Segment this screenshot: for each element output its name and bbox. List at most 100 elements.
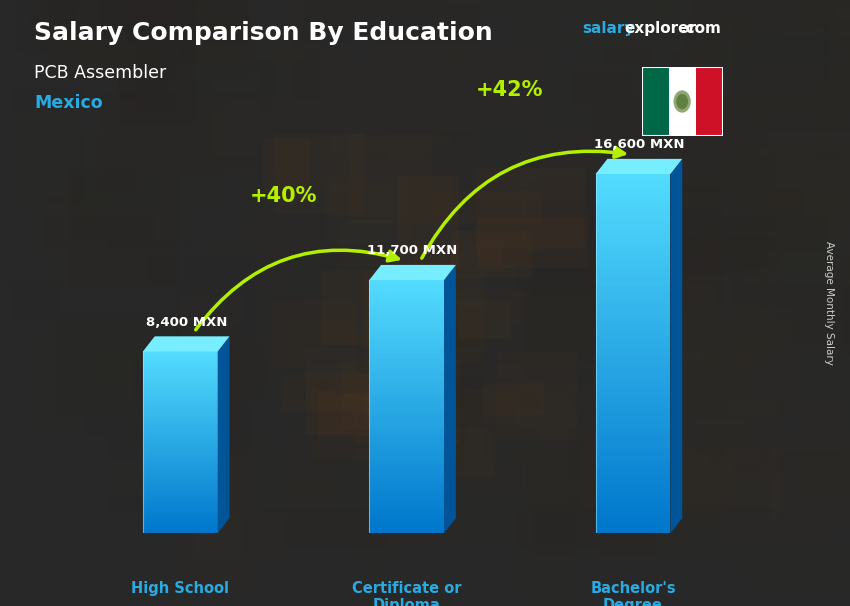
- Text: Bachelor's
Degree: Bachelor's Degree: [590, 581, 676, 606]
- Bar: [692, 342, 755, 435]
- Bar: [695, 67, 722, 136]
- Bar: [364, 0, 570, 20]
- Bar: [477, 218, 587, 268]
- Bar: [592, 307, 792, 426]
- Bar: [596, 529, 671, 533]
- Bar: [143, 363, 218, 365]
- Bar: [320, 270, 437, 345]
- Bar: [525, 451, 582, 545]
- Bar: [596, 241, 671, 246]
- Bar: [369, 445, 444, 448]
- Bar: [143, 401, 218, 404]
- Bar: [596, 313, 671, 318]
- Bar: [369, 404, 444, 407]
- Bar: [669, 67, 695, 136]
- Text: PCB Assembler: PCB Assembler: [34, 64, 167, 82]
- Bar: [376, 27, 478, 68]
- Bar: [143, 388, 218, 390]
- Bar: [369, 467, 444, 470]
- Bar: [663, 276, 715, 394]
- Bar: [369, 362, 444, 365]
- Polygon shape: [596, 159, 683, 174]
- Polygon shape: [444, 265, 456, 533]
- Bar: [143, 494, 218, 497]
- Bar: [590, 215, 675, 277]
- Bar: [837, 0, 850, 98]
- Bar: [582, 402, 779, 507]
- Bar: [143, 385, 218, 388]
- Bar: [143, 485, 218, 488]
- Bar: [677, 98, 850, 207]
- Bar: [609, 156, 655, 207]
- Bar: [596, 228, 671, 232]
- Bar: [596, 187, 671, 192]
- Bar: [369, 368, 444, 372]
- Bar: [502, 304, 554, 364]
- Bar: [596, 318, 671, 322]
- Bar: [256, 94, 309, 177]
- Bar: [303, 0, 448, 8]
- Bar: [663, 462, 835, 541]
- Bar: [77, 32, 166, 75]
- Bar: [369, 293, 444, 296]
- Bar: [679, 101, 768, 185]
- Bar: [596, 466, 671, 470]
- Bar: [743, 153, 850, 244]
- Bar: [369, 492, 444, 495]
- Bar: [369, 530, 444, 533]
- Bar: [143, 481, 218, 484]
- Bar: [263, 138, 310, 201]
- Bar: [369, 372, 444, 375]
- Bar: [369, 489, 444, 492]
- Bar: [596, 196, 671, 201]
- Bar: [660, 155, 775, 268]
- Bar: [143, 522, 218, 524]
- Bar: [143, 479, 218, 481]
- Bar: [596, 308, 671, 313]
- Bar: [596, 201, 671, 205]
- Bar: [458, 301, 511, 339]
- Bar: [467, 136, 620, 187]
- Bar: [596, 259, 671, 264]
- Bar: [369, 401, 444, 404]
- Text: Salary Comparison By Education: Salary Comparison By Education: [34, 21, 493, 45]
- Bar: [143, 433, 218, 436]
- Bar: [642, 181, 804, 230]
- Bar: [534, 442, 725, 556]
- Text: 16,600 MXN: 16,600 MXN: [593, 138, 684, 152]
- Bar: [143, 474, 218, 476]
- Bar: [465, 393, 672, 494]
- Bar: [48, 0, 229, 82]
- Bar: [397, 176, 458, 267]
- Bar: [143, 436, 218, 438]
- Bar: [790, 213, 850, 268]
- Bar: [143, 428, 218, 431]
- Bar: [369, 311, 444, 315]
- Bar: [600, 437, 657, 557]
- Bar: [388, 53, 464, 130]
- Bar: [369, 347, 444, 350]
- Bar: [596, 520, 671, 524]
- Bar: [143, 524, 218, 527]
- Bar: [842, 255, 850, 356]
- Bar: [275, 134, 365, 214]
- Bar: [369, 518, 444, 521]
- Bar: [535, 97, 654, 184]
- Bar: [652, 275, 776, 362]
- Text: 11,700 MXN: 11,700 MXN: [367, 244, 457, 258]
- Bar: [369, 283, 444, 287]
- Text: .com: .com: [680, 21, 721, 36]
- Bar: [197, 0, 305, 61]
- Bar: [143, 451, 218, 454]
- Bar: [596, 515, 671, 520]
- Polygon shape: [218, 336, 230, 533]
- Bar: [120, 0, 175, 120]
- Bar: [143, 370, 218, 372]
- Bar: [695, 8, 739, 84]
- Bar: [143, 472, 218, 474]
- Bar: [304, 449, 494, 536]
- Bar: [80, 331, 167, 383]
- Bar: [290, 427, 490, 538]
- Bar: [369, 464, 444, 467]
- Bar: [596, 336, 671, 340]
